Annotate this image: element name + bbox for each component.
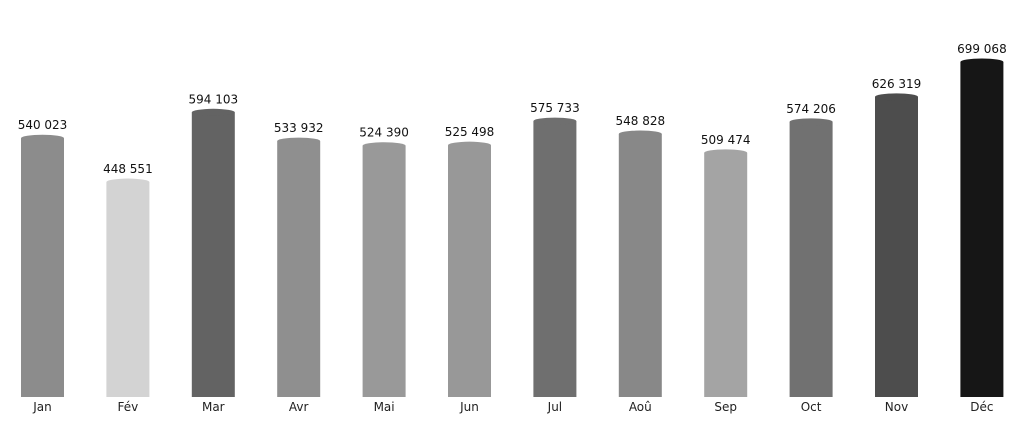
- bar-6: [533, 117, 577, 397]
- bar-cap: [789, 118, 833, 126]
- bar-cap: [618, 130, 662, 138]
- x-tick-label-0: Jan: [32, 400, 52, 414]
- bar-body: [618, 134, 662, 397]
- bar-11: [960, 58, 1004, 397]
- data-label-8: 509 474: [701, 133, 751, 147]
- bar-cap: [533, 117, 577, 125]
- x-axis-tick-labels: Jan Fév Mar Avr Mai Jun Jul Aoû Sep Oct Nov Déc: [32, 400, 993, 414]
- x-tick-label-2: Mar: [202, 400, 225, 414]
- data-label-11: 699 068: [957, 42, 1007, 56]
- bar-7: [618, 130, 662, 397]
- x-tick-label-1: Fév: [118, 400, 139, 414]
- bar-body: [191, 112, 235, 398]
- data-label-10: 626 319: [872, 77, 922, 91]
- bar-1: [106, 178, 150, 397]
- x-tick-label-4: Mai: [374, 400, 395, 414]
- value-labels-layer: 540 023 448 551 594 103 533 932 524 390 525 4…: [18, 42, 1007, 176]
- bar-body: [789, 121, 833, 397]
- bar-2: [191, 108, 235, 398]
- bar-body: [960, 62, 1004, 397]
- bar-cap: [191, 108, 235, 116]
- data-label-7: 548 828: [615, 114, 665, 128]
- x-tick-label-6: Jul: [547, 400, 562, 414]
- bar-body: [533, 121, 577, 397]
- bar-body: [448, 145, 491, 397]
- x-tick-label-10: Nov: [885, 400, 908, 414]
- x-tick-label-7: Aoû: [629, 400, 652, 414]
- data-label-3: 533 932: [274, 121, 324, 135]
- bar-body: [362, 145, 406, 397]
- data-label-5: 525 498: [445, 125, 495, 139]
- data-label-4: 524 390: [359, 126, 409, 140]
- bars-layer: [21, 58, 1004, 398]
- bar-8: [704, 149, 748, 397]
- bar-9: [789, 118, 833, 397]
- data-label-2: 594 103: [188, 92, 238, 106]
- data-label-9: 574 206: [786, 102, 836, 116]
- bar-10: [875, 93, 918, 398]
- bar-cap: [704, 149, 748, 157]
- bar-body: [277, 141, 321, 397]
- bar-5: [448, 141, 491, 397]
- bar-cap: [960, 58, 1004, 66]
- bar-cap: [106, 178, 150, 186]
- bar-3: [277, 137, 321, 397]
- data-label-6: 575 733: [530, 101, 580, 115]
- bar-body: [106, 182, 150, 397]
- bar-body: [704, 152, 748, 397]
- bar-4: [362, 142, 406, 397]
- bar-cap: [448, 141, 491, 149]
- data-label-1: 448 551: [103, 162, 153, 176]
- data-label-0: 540 023: [18, 118, 68, 132]
- bar-body: [875, 96, 918, 398]
- x-tick-label-3: Avr: [289, 400, 309, 414]
- bar-cap: [277, 137, 321, 145]
- bar-cap: [875, 93, 918, 101]
- bar-cap: [362, 142, 406, 150]
- x-tick-label-11: Déc: [970, 400, 993, 414]
- x-tick-label-5: Jun: [459, 400, 479, 414]
- x-tick-label-8: Sep: [714, 400, 737, 414]
- bar-body: [21, 138, 64, 397]
- x-tick-label-9: Oct: [801, 400, 822, 414]
- bar-0: [21, 134, 64, 397]
- bar-cap: [21, 134, 64, 142]
